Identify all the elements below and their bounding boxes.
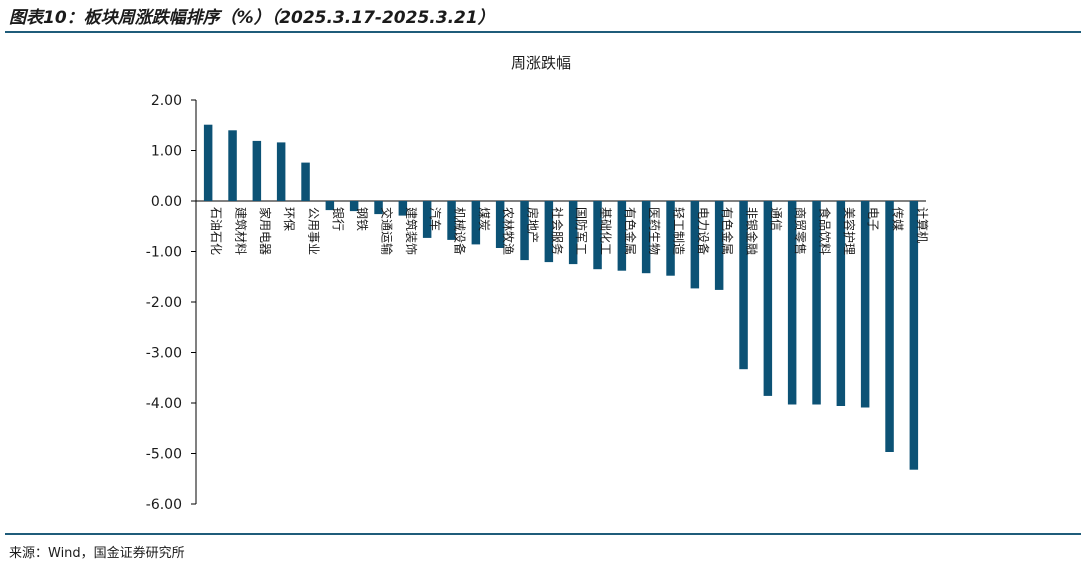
bar (520, 201, 529, 261)
chart-title: 周涨跌幅 (511, 54, 571, 72)
category-label: 电子 (866, 207, 880, 231)
bar (398, 201, 408, 216)
y-tick-label: -4.00 (146, 396, 182, 412)
bar (714, 201, 724, 290)
y-tick-label: -6.00 (146, 497, 182, 513)
category-label: 非银金融 (745, 207, 760, 255)
category-label: 有色金属 (720, 207, 735, 255)
bar (909, 201, 919, 470)
bar (544, 201, 554, 263)
category-label: 煤炭 (477, 207, 491, 231)
bar (447, 201, 456, 240)
category-label: 通信 (769, 207, 783, 231)
category-label: 轻工制造 (672, 207, 686, 255)
y-tick-label: -3.00 (146, 346, 182, 362)
category-label: 传媒 (891, 207, 906, 231)
bar (203, 124, 213, 201)
category-label: 食品饮料 (818, 207, 833, 255)
category-label: 计算机 (915, 207, 930, 243)
category-label: 建筑材料 (234, 207, 249, 255)
y-tick-label: 1.00 (151, 144, 182, 160)
bar (568, 201, 578, 265)
bar (812, 201, 821, 405)
bar (471, 201, 481, 245)
bar (617, 201, 627, 271)
category-label: 美容护理 (842, 207, 857, 255)
bar (666, 201, 675, 276)
bar (860, 201, 870, 408)
bar (739, 201, 748, 370)
category-label: 汽车 (428, 207, 443, 231)
bar (690, 201, 700, 289)
category-label: 电力设备 (696, 207, 710, 255)
y-tick-label: 0.00 (151, 194, 182, 210)
bar (885, 201, 894, 452)
bar (252, 140, 262, 201)
bar (641, 201, 651, 274)
bar (495, 201, 505, 248)
category-label: 机械设备 (453, 207, 468, 255)
bottom-divider (5, 533, 1081, 535)
source-note: 来源：Wind，国金证券研究所 (9, 546, 185, 561)
category-label: 基础化工 (599, 207, 613, 255)
y-tick-label: -2.00 (146, 295, 182, 311)
y-tick-label: 2.00 (151, 93, 182, 109)
bar (325, 201, 335, 211)
category-label: 石油石化 (209, 207, 223, 255)
bar (228, 130, 237, 201)
bar (422, 201, 432, 238)
category-label: 国防军工 (574, 207, 589, 255)
bar (349, 201, 359, 212)
category-label: 商贸零售 (793, 207, 808, 255)
top-divider (5, 31, 1081, 33)
category-label: 房地产 (526, 207, 541, 243)
bar (301, 162, 310, 201)
category-label: 社会服务 (550, 207, 565, 255)
category-label: 家用电器 (258, 207, 273, 255)
bar (763, 201, 773, 396)
bar (593, 201, 602, 270)
category-label: 医药生物 (647, 207, 661, 255)
category-label: 公用事业 (307, 207, 321, 255)
category-label: 建筑装饰 (404, 207, 419, 255)
y-tick-label: -1.00 (146, 245, 182, 261)
category-label: 农林牧渔 (501, 207, 515, 255)
bar (836, 201, 846, 406)
category-label: 环保 (282, 207, 296, 231)
y-tick-label: -5.00 (146, 447, 182, 463)
category-label: 钢铁 (355, 207, 369, 231)
bar (276, 142, 286, 201)
bar (374, 201, 383, 215)
page-title: 图表10：板块周涨跌幅排序（%）（2025.3.17-2025.3.21） (9, 8, 495, 28)
category-label: 银行 (331, 207, 345, 231)
category-label: 有色金属 (623, 207, 638, 255)
category-label: 交通运输 (380, 207, 395, 255)
bar (787, 201, 797, 405)
